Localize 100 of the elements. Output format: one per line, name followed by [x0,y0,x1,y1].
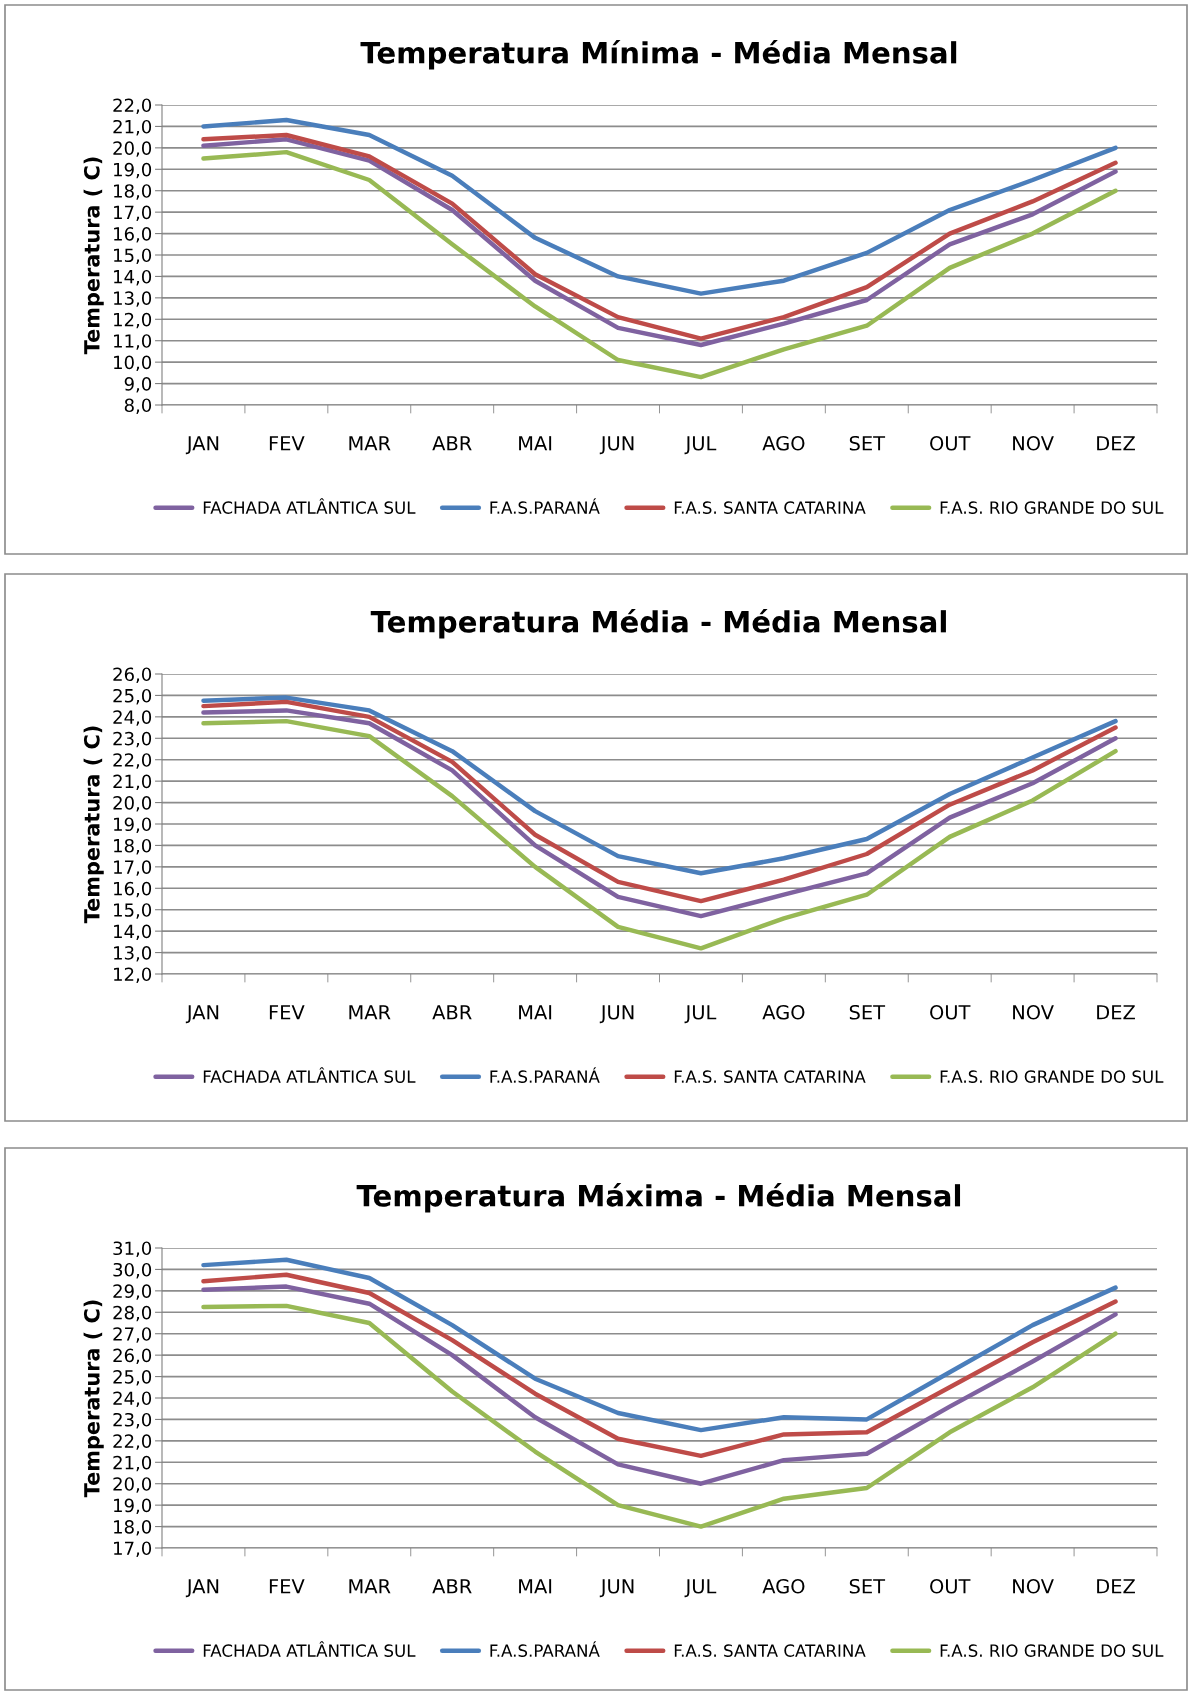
x-tick-label: SET [849,435,886,451]
y-tick-label: 23,0 [113,731,152,748]
x-tick-label: SET [849,1004,886,1020]
y-tick-label: 17,0 [114,205,152,222]
legend-label: F.A.S. SANTA CATARINA [674,1644,866,1657]
y-tick-label: 13,0 [114,291,152,307]
legend-label: F.A.S. RIO GRANDE DO SUL [940,1644,1164,1657]
x-tick-label: ABR [432,1005,472,1020]
y-tick-label: 20,0 [113,1477,152,1493]
legend-label: F.A.S. SANTA CATARINA [674,1070,866,1083]
y-tick-label: 17,0 [114,860,152,876]
chart-title: Temperatura Máxima - Média Mensal [356,1183,961,1213]
x-tick-label: NOV [1013,1004,1054,1020]
line-series [201,1303,1118,1529]
y-tick-label: 15,0 [114,248,152,264]
line-series [201,718,1118,951]
y-tick-label: 25,0 [113,1370,152,1386]
y-tick-label: 16,0 [114,227,152,243]
x-tick-label: JUN [599,1579,634,1598]
y-tick-label: 31,0 [113,1241,152,1257]
y-tick-label: 18,0 [114,1520,152,1536]
y-tick-label: 24,0 [113,1391,152,1407]
y-tick-label: 10,0 [114,355,152,372]
y-tick-label: 21,0 [113,1455,152,1472]
y-tick-label: 11,0 [114,334,152,350]
x-tick-label: OUT [930,1004,971,1020]
x-tick-label: MAI [519,1005,552,1020]
x-tick-label: FEV [269,1005,305,1020]
x-tick-label: AGO [762,1004,805,1020]
line-series [201,149,1118,380]
x-tick-label: FEV [269,436,305,451]
x-tick-label: JAN [185,436,219,455]
x-tick-label: JUL [684,1005,717,1024]
y-tick-label: 14,0 [114,269,152,286]
x-tick-label: DEZ [1097,1579,1135,1594]
legend-label: F.A.S. SANTA CATARINA [674,501,866,514]
y-tick-label: 29,0 [113,1284,152,1300]
x-tick-label: AGO [762,435,805,451]
legend-label: FACHADA ATLÂNTICA SUL [203,1641,416,1657]
legend-label: FACHADA ATLÂNTICA SUL [203,1067,416,1083]
x-tick-label: DEZ [1097,436,1135,451]
line-series [201,1257,1118,1433]
x-tick-label: ABR [432,436,472,451]
y-tick-label: 12,0 [114,312,152,329]
x-tick-label: SET [849,1578,886,1594]
legend-label: F.A.S.PARANÁ [490,1067,600,1083]
y-tick-label: 27,0 [113,1327,152,1343]
x-tick-label: MAR [349,436,391,451]
chart-title: Temperatura Média - Média Mensal [370,609,946,639]
y-tick-label: 13,0 [114,946,152,962]
y-tick-label: 20,0 [113,796,152,812]
x-tick-label: MAR [349,1579,391,1594]
legend-label: F.A.S. RIO GRANDE DO SUL [940,501,1164,514]
legend-label: FACHADA ATLÂNTICA SUL [203,498,416,514]
y-tick-label: 22,0 [113,98,152,114]
y-tick-label: 19,0 [114,1498,152,1515]
x-tick-label: JAN [185,1005,219,1024]
x-tick-label: ABR [432,1579,472,1594]
y-tick-label: 8,0 [124,398,152,414]
x-tick-label: JAN [185,1579,219,1598]
legend-label: F.A.S.PARANÁ [490,1641,600,1657]
y-tick-label: 28,0 [113,1305,152,1322]
x-tick-label: MAI [519,1579,552,1594]
y-axis-title: Temperatura ( C) [83,1300,104,1498]
y-tick-label: 18,0 [114,184,152,200]
x-tick-label: JUN [599,436,634,455]
y-tick-label: 22,0 [113,1434,152,1450]
line-series [201,695,1118,876]
line-series [201,1284,1118,1486]
x-tick-label: FEV [269,1579,305,1594]
y-tick-label: 9,0 [124,377,152,393]
x-tick-label: NOV [1013,435,1054,451]
line-series [201,1272,1118,1459]
y-tick-label: 26,0 [113,1348,152,1365]
y-tick-label: 21,0 [113,774,152,791]
y-tick-label: 15,0 [114,903,152,919]
x-tick-label: OUT [930,1578,971,1594]
x-tick-label: AGO [762,1578,805,1594]
y-tick-label: 18,0 [114,838,152,855]
y-axis-title: Temperatura ( C) [83,726,104,924]
x-tick-label: DEZ [1097,1005,1135,1020]
y-axis-title: Temperatura ( C) [83,157,104,355]
y-tick-label: 14,0 [114,924,152,941]
chart-title: Temperatura Mínima - Média Mensal [360,40,957,70]
x-tick-label: MAR [349,1005,391,1020]
y-tick-label: 22,0 [113,753,152,769]
y-tick-label: 25,0 [113,688,152,705]
y-tick-label: 21,0 [113,119,152,136]
line-series [201,117,1118,296]
y-tick-label: 23,0 [113,1412,152,1429]
y-tick-label: 16,0 [114,881,152,898]
y-tick-label: 17,0 [114,1541,152,1557]
y-tick-label: 19,0 [114,817,152,833]
x-tick-label: JUL [684,1579,717,1598]
x-tick-label: NOV [1013,1578,1054,1594]
x-tick-label: JUL [684,436,717,455]
y-tick-label: 12,0 [114,967,152,983]
x-tick-label: OUT [930,435,971,451]
y-tick-label: 24,0 [113,710,152,726]
y-tick-label: 30,0 [113,1262,152,1279]
